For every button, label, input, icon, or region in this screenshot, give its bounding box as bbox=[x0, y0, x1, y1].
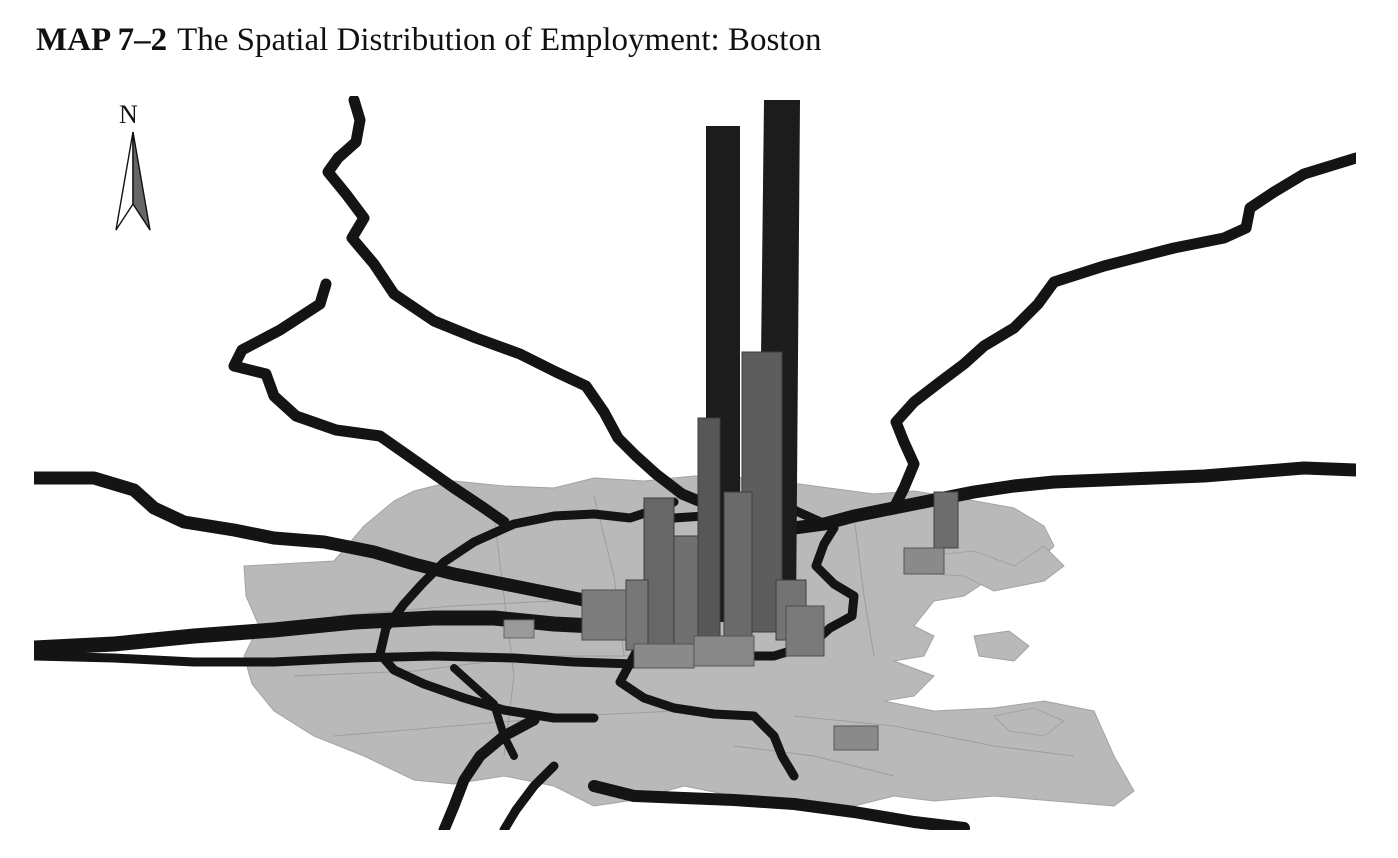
highways bbox=[34, 96, 1356, 830]
bar-tower-2 bbox=[697, 417, 721, 639]
bar-tower-15 bbox=[503, 619, 535, 639]
bar-tower-14 bbox=[833, 725, 879, 751]
bar-tower-10 bbox=[693, 635, 755, 667]
bar-tower-9 bbox=[785, 605, 825, 657]
figure-caption: The Spatial Distribution of Employment: … bbox=[177, 22, 822, 58]
bar-tower-8 bbox=[581, 589, 627, 641]
north-arrow-icon: N bbox=[108, 100, 158, 240]
bar-tower-12 bbox=[933, 491, 959, 549]
figure-label: MAP 7–2 bbox=[36, 22, 168, 58]
bar-tower-7 bbox=[625, 579, 649, 651]
bar-tower-4 bbox=[723, 491, 753, 643]
bar-tower-5 bbox=[673, 535, 699, 647]
employment-bars bbox=[503, 100, 959, 751]
compass-north-label: N bbox=[119, 100, 138, 129]
bar-tower-13 bbox=[903, 547, 945, 575]
bar-tower-3 bbox=[643, 497, 675, 659]
employment-map bbox=[34, 96, 1356, 830]
bar-tower-11 bbox=[633, 643, 695, 669]
figure-title: MAP 7–2 The Spatial Distribution of Emplo… bbox=[36, 22, 821, 59]
